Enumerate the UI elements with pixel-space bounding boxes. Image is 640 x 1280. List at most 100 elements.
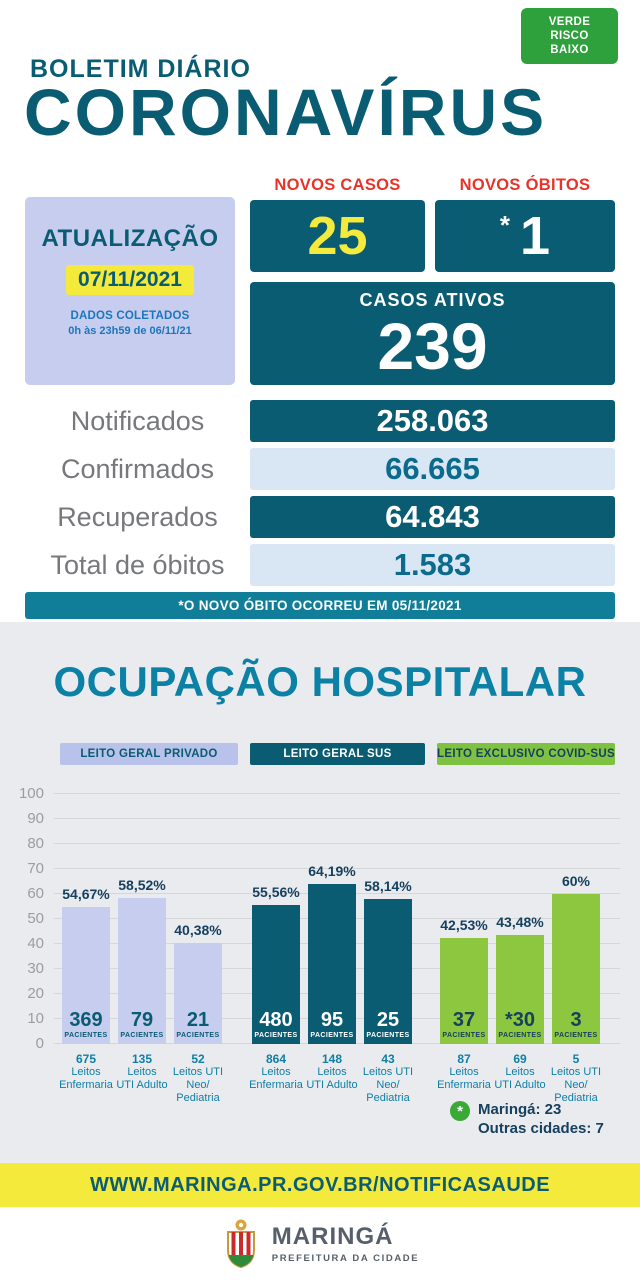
percent-label: 54,67% — [62, 886, 110, 902]
bed-type-line: Neo/ — [376, 1079, 400, 1091]
occupancy-bar: 21 PACIENTES — [174, 943, 222, 1044]
bed-type-label: 87 Leitos Enfermaria — [431, 1052, 497, 1092]
occupancy-bar: 79 PACIENTES — [118, 898, 166, 1044]
bed-type-line: Leitos — [261, 1066, 291, 1078]
badge-line: RISCO — [550, 30, 589, 42]
y-axis-tick: 70 — [27, 860, 44, 877]
bed-type-label: 864 Leitos Enfermaria — [243, 1052, 309, 1092]
occupancy-bar: 25 PACIENTES — [364, 899, 412, 1044]
maringa-crest-logo — [226, 1219, 255, 1268]
bed-type-line: UTI Adulto — [116, 1079, 168, 1091]
footnote-line: Outras cidades: 7 — [478, 1120, 604, 1137]
casos-ativos-box: CASOS ATIVOS 239 — [250, 282, 615, 385]
occupancy-bar: 37 PACIENTES — [440, 938, 488, 1044]
y-axis-tick: 100 — [18, 785, 44, 802]
page-title: CORONAVÍRUS — [24, 75, 548, 149]
stats-rows: Notificados 258.063 Confirmados 66.665 Recup… — [25, 400, 615, 586]
city-footer: MARINGÁ PREFEITURA DA CIDADE — [0, 1207, 640, 1280]
chart-group-header: LEITO EXCLUSIVO COVID-SUS — [437, 743, 615, 765]
bed-type-label: 43 Leitos UTI Neo/Pediatria — [355, 1052, 421, 1105]
stat-row-label: Recuperados — [57, 501, 218, 532]
bed-type-line: Pediatria — [554, 1092, 598, 1104]
novos-obitos-value-box: * 1 — [435, 200, 615, 272]
asterisk-dot-icon: * — [450, 1101, 470, 1121]
chart-group-header: LEITO GERAL SUS — [250, 743, 425, 765]
percent-label: 43,48% — [496, 914, 544, 930]
bed-type-line: Pediatria — [176, 1092, 220, 1104]
bed-type-label: 675 Leitos Enfermaria — [53, 1052, 119, 1092]
patients-count: 79 — [130, 1009, 154, 1031]
hospital-title: OCUPAÇÃO HOSPITALAR — [53, 658, 587, 705]
y-axis-tick: 40 — [27, 935, 44, 952]
bed-type-line: Neo/ — [186, 1079, 210, 1091]
bed-type-line: Pediatria — [366, 1092, 410, 1104]
bed-type-line: Enfermaria — [437, 1079, 491, 1091]
asterisk-glyph: * — [457, 1102, 463, 1120]
patients-label: PACIENTES — [254, 1032, 298, 1039]
chart-footnote: * Maringá: 23 Outras cidades: 7 — [450, 1100, 604, 1138]
patients-label: PACIENTES — [310, 1032, 354, 1039]
patients-count: 25 — [376, 1009, 400, 1031]
stat-row: Confirmados 66.665 — [25, 448, 615, 490]
chart-y-axis: 0 10 20 30 40 50 60 70 80 90 100 — [0, 785, 640, 1052]
stat-row-label: Notificados — [70, 405, 205, 436]
patients-label: PACIENTES — [64, 1032, 108, 1039]
beds-count: 135 — [131, 1052, 153, 1066]
patients-label: PACIENTES — [442, 1032, 486, 1039]
hospital-occupancy-chart: 0 10 20 30 40 50 60 70 80 90 100 369 PACIENTES 54,67… — [0, 785, 640, 1052]
patients-label: PACIENTES — [498, 1032, 542, 1039]
bed-type-line: Leitos — [71, 1066, 101, 1078]
bed-type-line: Leitos UTI — [172, 1066, 224, 1078]
bed-type-line: Leitos — [449, 1066, 479, 1078]
bulletin-kicker: BOLETIM DIÁRIO — [30, 55, 251, 83]
bed-type-line: Enfermaria — [249, 1079, 303, 1091]
bed-type-line: UTI Adulto — [494, 1079, 546, 1091]
bed-type-line: Leitos UTI — [550, 1066, 602, 1078]
footnote-line: Maringá: 23 — [478, 1101, 562, 1118]
update-title: ATUALIZAÇÃO — [41, 225, 219, 252]
badge-line: BAIXO — [550, 44, 589, 56]
beds-count: 148 — [321, 1052, 343, 1066]
bed-type-label: 69 Leitos UTI Adulto — [487, 1052, 553, 1092]
gridline — [54, 868, 620, 869]
novos-obitos-value: 1 — [520, 206, 551, 266]
occupancy-bar: 3 PACIENTES — [552, 894, 600, 1044]
bed-type-label: 135 Leitos UTI Adulto — [109, 1052, 175, 1092]
percent-label: 55,56% — [252, 884, 300, 900]
casos-ativos-value: 239 — [377, 309, 488, 383]
patients-count: *30 — [504, 1009, 536, 1031]
website-link-banner[interactable]: WWW.MARINGA.PR.GOV.BR/NOTIFICASAUDE — [0, 1163, 640, 1207]
bed-type-label: 148 Leitos UTI Adulto — [299, 1052, 365, 1092]
beds-count: 87 — [457, 1052, 471, 1066]
badge-line: VERDE — [548, 16, 591, 28]
gridline — [54, 843, 620, 844]
patients-label: PACIENTES — [366, 1032, 410, 1039]
patients-label: PACIENTES — [554, 1032, 598, 1039]
percent-label: 64,19% — [308, 863, 356, 879]
bed-type-label: 5 Leitos UTI Neo/Pediatria — [543, 1052, 609, 1105]
gridline — [54, 818, 620, 819]
bed-type-line: Leitos — [127, 1066, 157, 1078]
y-axis-tick: 50 — [27, 910, 44, 927]
bed-type-line: Leitos UTI — [362, 1066, 414, 1078]
chart-bars: 369 PACIENTES 54,67% 79 PACIENTES 58,52% 21 PAC… — [0, 794, 640, 1044]
beds-count: 864 — [265, 1052, 287, 1066]
risk-level-badge: VERDE RISCO BAIXO — [521, 8, 618, 64]
bed-type-line: Leitos — [505, 1066, 535, 1078]
stat-row-label: Total de óbitos — [50, 549, 225, 580]
novos-casos-value-box: 25 — [250, 200, 425, 272]
novos-obitos-label: NOVOS ÓBITOS — [459, 176, 591, 194]
beds-count: 5 — [572, 1052, 580, 1066]
city-name: MARINGÁ — [271, 1223, 394, 1250]
hospital-section: OCUPAÇÃO HOSPITALAR LEITO GERAL PRIVADO L… — [0, 622, 640, 1163]
patients-count: 369 — [69, 1009, 103, 1031]
patients-count: 21 — [186, 1009, 210, 1031]
y-axis-tick: 90 — [27, 810, 44, 827]
bed-type-line: Neo/ — [564, 1079, 588, 1091]
occupancy-bar: 480 PACIENTES — [252, 905, 300, 1044]
footnote-lines: Maringá: 23 Outras cidades: 7 — [478, 1100, 604, 1138]
percent-label: 58,14% — [364, 878, 412, 894]
stat-row-value: 66.665 — [250, 448, 615, 490]
percent-label: 40,38% — [174, 922, 222, 938]
